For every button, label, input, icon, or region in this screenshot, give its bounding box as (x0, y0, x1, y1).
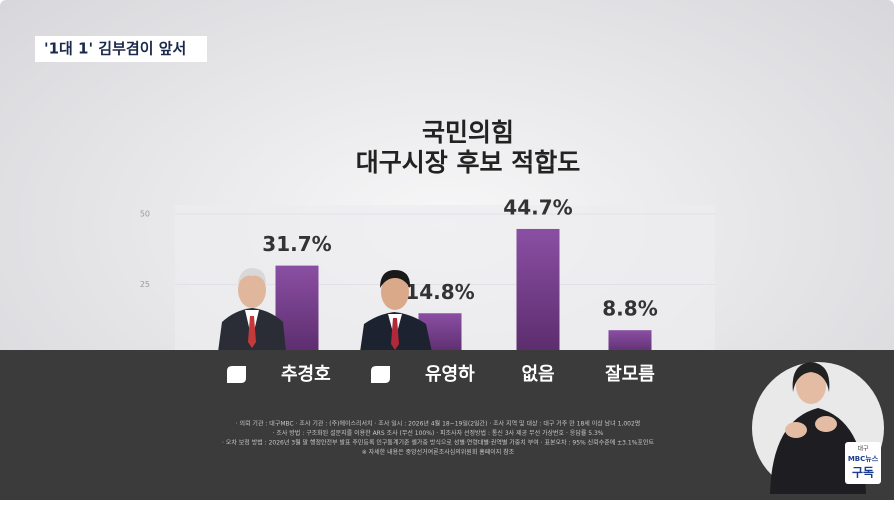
value-label: 31.7% (262, 232, 331, 256)
logo-brand: MBC뉴스 (848, 455, 879, 463)
value-label: 44.7% (503, 195, 572, 219)
party-icon (371, 366, 390, 383)
category-label: 없음 (521, 364, 554, 385)
value-label: 8.8% (602, 297, 657, 321)
value-label: 14.8% (405, 280, 474, 304)
category-label: 추경호 (281, 364, 331, 385)
logo-region: 대구 (857, 445, 869, 453)
footnote: · 조사 방법 : 구조화된 설문지를 이용한 ARS 조사 (무선 100%)… (272, 429, 603, 437)
category-label: 유영하 (425, 364, 475, 385)
headline-box (35, 36, 207, 62)
bar (516, 228, 560, 355)
party-icon (227, 366, 246, 383)
headline: '1대 1' 김부겸이 앞서 (44, 40, 186, 58)
y-tick-label: 25 (140, 280, 150, 289)
photo-2 (360, 270, 432, 352)
chart-title: 대구시장 후보 적합도 (356, 148, 580, 177)
bottom-band (0, 350, 894, 500)
footnote: ※ 자세한 내용은 중앙선거여론조사심의위원회 홈페이지 참조 (362, 448, 515, 456)
y-tick-label: 50 (140, 210, 150, 219)
logo-box (845, 442, 881, 484)
footnotes: · 의뢰 기관 : 대구MBC · 조사 기관 : (주)에이스리서치 · 조사… (222, 420, 654, 457)
subscribe-button[interactable]: 구독 (852, 466, 874, 480)
chart-title: 국민의힘 (422, 118, 514, 147)
footnote: · 오차 보정 방법 : 2026년 3월 말 행정안전부 발표 주민등록 인구… (222, 439, 654, 447)
photo-1 (218, 268, 286, 352)
footnote: · 의뢰 기관 : 대구MBC · 조사 기관 : (주)에이스리서치 · 조사… (236, 420, 641, 428)
category-label: 잘모름 (605, 364, 655, 385)
